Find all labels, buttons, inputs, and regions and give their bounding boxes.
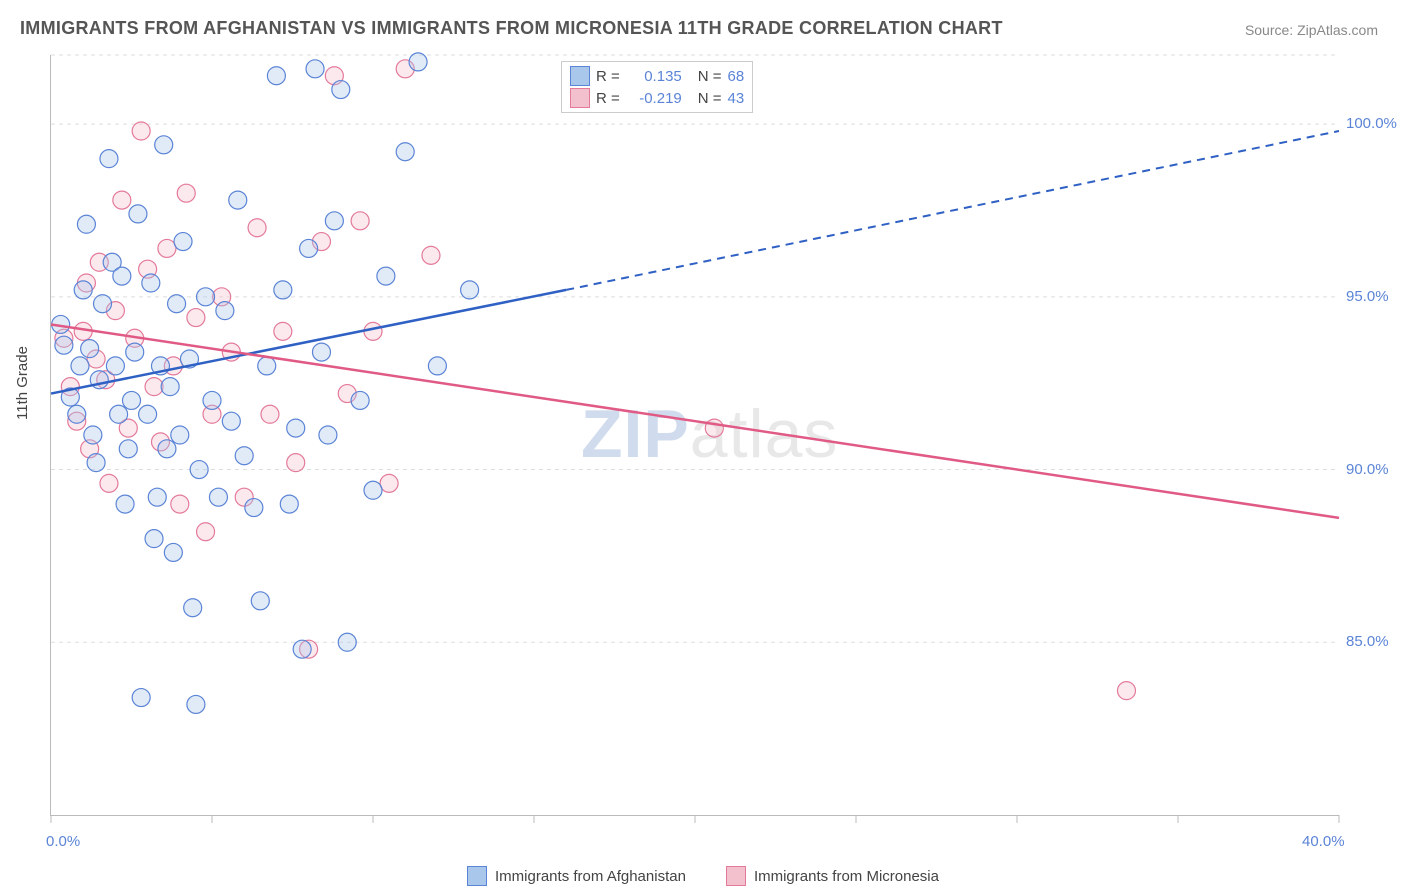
plot-svg <box>51 55 1339 815</box>
legend-bottom: Immigrants from Afghanistan Immigrants fr… <box>0 866 1406 886</box>
legend-r-label: R = <box>596 68 620 85</box>
legend-r-label: R = <box>596 90 620 107</box>
page-title: IMMIGRANTS FROM AFGHANISTAN VS IMMIGRANT… <box>20 18 1003 39</box>
legend-stats: R = 0.135 N = 68 R = -0.219 N = 43 <box>561 61 753 113</box>
y-tick-label: 90.0% <box>1346 461 1389 478</box>
legend-item: Immigrants from Micronesia <box>726 866 939 886</box>
legend-swatch <box>570 66 590 86</box>
legend-stat-row: R = 0.135 N = 68 <box>570 66 744 86</box>
y-tick-label: 85.0% <box>1346 633 1389 650</box>
chart-area: ZIPatlas R = 0.135 N = 68 R = -0.219 N =… <box>50 55 1339 816</box>
legend-n-value: 43 <box>728 90 745 107</box>
source-label: Source: ZipAtlas.com <box>1245 22 1378 38</box>
legend-item: Immigrants from Afghanistan <box>467 866 686 886</box>
legend-swatch <box>467 866 487 886</box>
legend-n-label: N = <box>698 68 722 85</box>
legend-r-value: 0.135 <box>626 68 682 85</box>
legend-stat-row: R = -0.219 N = 43 <box>570 88 744 108</box>
y-axis-label: 11th Grade <box>14 346 31 420</box>
legend-n-label: N = <box>698 90 722 107</box>
legend-r-value: -0.219 <box>626 90 682 107</box>
legend-label: Immigrants from Micronesia <box>754 868 939 885</box>
legend-swatch <box>726 866 746 886</box>
x-tick-label: 0.0% <box>46 833 80 850</box>
legend-n-value: 68 <box>728 68 745 85</box>
legend-swatch <box>570 88 590 108</box>
legend-label: Immigrants from Afghanistan <box>495 868 686 885</box>
x-tick-label: 40.0% <box>1302 833 1345 850</box>
y-tick-label: 95.0% <box>1346 288 1389 305</box>
y-tick-label: 100.0% <box>1346 115 1397 132</box>
